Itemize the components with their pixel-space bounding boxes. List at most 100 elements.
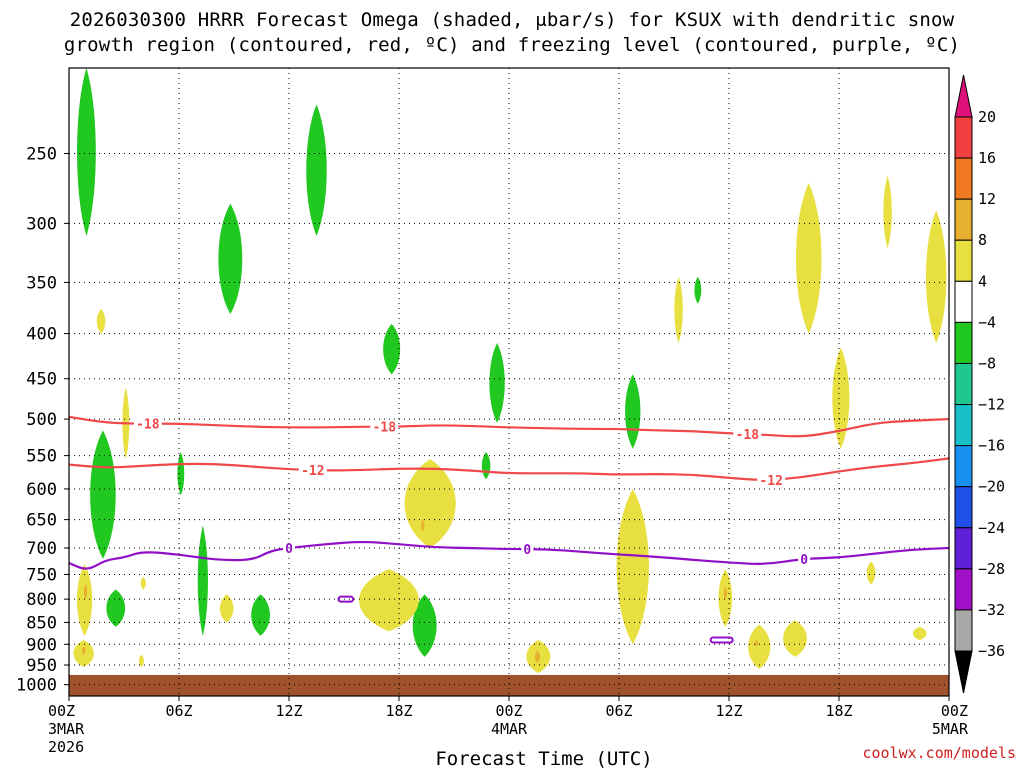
colorbar-label-4: 4	[978, 272, 987, 290]
omega-shaded-region-12	[694, 276, 702, 304]
contour-label-bg-1-0	[298, 463, 327, 478]
contour-label-bg-0-2	[733, 427, 762, 442]
omega-shaded-region-9	[106, 589, 126, 627]
contour-label-1-1: -12	[759, 474, 782, 489]
colorbar-top-arrow	[954, 74, 973, 118]
plot-background	[69, 68, 949, 696]
omega-shaded-region-40	[754, 640, 759, 647]
x-tick-sublabel-0-0: 3MAR	[48, 720, 85, 738]
colorbar-swatch-5	[954, 321, 973, 364]
freezing-level-blip-1	[709, 636, 734, 644]
colorbar-swatch-2	[954, 198, 973, 241]
y-tick-label-700: 700	[26, 539, 57, 559]
contour-label-bg-2-2	[798, 551, 811, 566]
omega-shaded-region-39	[723, 587, 728, 600]
colorbar-swatch-1	[954, 157, 973, 200]
y-tick-label-500: 500	[26, 410, 57, 430]
omega-shaded-region-26	[883, 175, 892, 249]
omega-shaded-region-10	[251, 594, 270, 636]
contour-label-2-0: 0	[285, 542, 293, 557]
x-axis-label: Forecast Time (UTC)	[435, 748, 652, 768]
omega-shaded-region-0	[77, 68, 96, 236]
colorbar-swatch-9	[954, 486, 973, 529]
contour-label-bg-0-0	[133, 416, 162, 431]
y-tick-label-600: 600	[26, 480, 57, 500]
colorbar-swatch-3	[954, 239, 973, 282]
contour-label-1-0: -12	[301, 464, 324, 479]
omega-shaded-region-16	[404, 459, 456, 549]
colorbar-label-6: −8	[978, 354, 996, 372]
colorbar-bottom-arrow	[954, 650, 973, 694]
y-tick-label-1000: 1000	[16, 676, 57, 696]
omega-shaded-region-4	[489, 343, 505, 423]
y-tick-label-750: 750	[26, 565, 57, 585]
colorbar-swatch-8	[954, 445, 973, 488]
y-tick-label-300: 300	[26, 214, 57, 234]
y-tick-label-650: 650	[26, 511, 57, 531]
omega-shaded-region-29	[832, 347, 850, 449]
contour-label-bg-1-1	[757, 473, 786, 488]
colorbar-label-7: −12	[978, 396, 1005, 414]
contour-label-0-2: -18	[736, 428, 760, 443]
x-tick-label-0: 00Z	[48, 702, 75, 720]
colorbar-label-8: −16	[978, 437, 1005, 455]
colorbar-label-12: −32	[978, 601, 1005, 619]
omega-shaded-region-35	[83, 584, 88, 600]
chart-title-line-1: 2026030300 HRRR Forecast Omega (shaded, …	[69, 9, 955, 31]
colorbar-label-3: 8	[978, 231, 987, 249]
omega-shaded-region-6	[90, 430, 116, 559]
contour-line-2	[68, 540, 950, 570]
colorbar-swatch-4	[954, 280, 973, 323]
contour-line-0	[68, 415, 950, 438]
y-tick-label-800: 800	[26, 590, 57, 610]
omega-shaded-region-11	[412, 594, 437, 657]
contour-label-bg-2-1	[521, 542, 534, 557]
colorbar-swatch-6	[954, 362, 973, 406]
omega-shaded-region-18	[616, 488, 649, 645]
colorbar-label-11: −28	[978, 560, 1005, 578]
colorbar-label-1: 16	[978, 149, 996, 167]
colorbar-swatch-10	[954, 527, 973, 570]
x-tick-label-5: 06Z	[605, 702, 632, 720]
x-tick-label-2: 12Z	[275, 702, 302, 720]
omega-shaded-region-14	[96, 308, 106, 334]
omega-shaded-region-31	[748, 624, 771, 670]
x-tick-label-6: 12Z	[715, 702, 742, 720]
omega-shaded-region-7	[177, 452, 185, 496]
omega-shaded-region-34	[912, 626, 927, 641]
x-tick-label-1: 06Z	[165, 702, 192, 720]
omega-shaded-region-32	[783, 620, 807, 657]
omega-shaded-region-21	[219, 594, 234, 623]
omega-shaded-region-33	[866, 561, 876, 585]
y-tick-label-550: 550	[26, 447, 57, 467]
y-tick-label-450: 450	[26, 370, 57, 390]
colorbar-label-0: 20	[978, 108, 996, 126]
colorbar-label-13: −36	[978, 642, 1005, 660]
omega-shaded-region-2	[306, 104, 327, 236]
colorbar-label-10: −24	[978, 519, 1005, 537]
y-tick-label-350: 350	[26, 273, 57, 293]
x-tick-label-3: 18Z	[385, 702, 412, 720]
freezing-level-blip-0	[337, 595, 355, 603]
colorbar-label-9: −20	[978, 478, 1005, 496]
terrain-below-ground	[69, 674, 949, 696]
y-tick-label-400: 400	[26, 325, 57, 345]
source-credit: coolwx.com/models	[862, 744, 1016, 762]
contour-label-2-1: 0	[523, 543, 531, 558]
contour-label-0-0: -18	[136, 418, 160, 433]
x-tick-label-7: 18Z	[825, 702, 852, 720]
colorbar-swatch-0	[954, 116, 973, 159]
x-tick-label-4: 00Z	[495, 702, 522, 720]
omega-shaded-region-17	[359, 569, 419, 632]
x-tick-sublabel-0-1: 2026	[48, 738, 84, 756]
colorbar-swatch-7	[954, 404, 973, 447]
omega-shaded-region-37	[534, 650, 540, 663]
y-tick-label-950: 950	[26, 656, 57, 676]
omega-shaded-region-27	[925, 210, 947, 344]
contour-label-bg-0-1	[370, 419, 399, 434]
omega-shaded-region-19	[76, 564, 93, 636]
chart-title-line-2: growth region (contoured, red, ºC) and f…	[63, 34, 961, 56]
colorbar-swatch-12	[954, 609, 973, 652]
y-tick-label-250: 250	[26, 144, 57, 164]
